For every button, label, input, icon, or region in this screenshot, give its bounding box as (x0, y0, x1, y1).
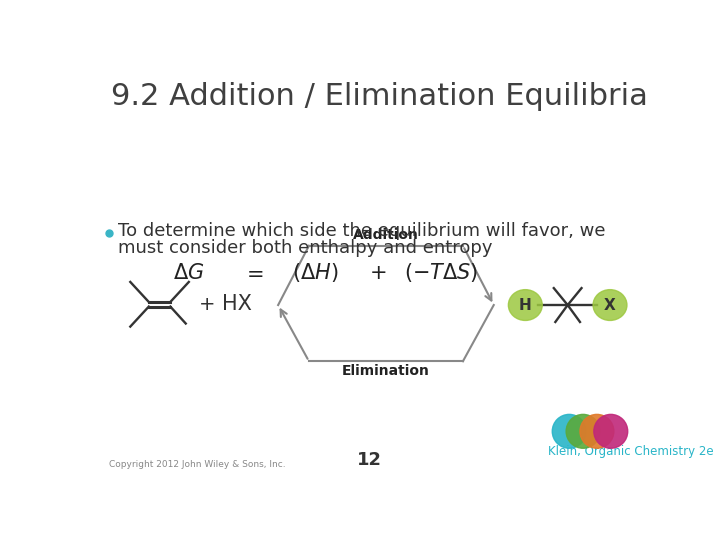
Text: $=$: $=$ (242, 262, 264, 283)
Text: Elimination: Elimination (342, 363, 430, 377)
Ellipse shape (552, 414, 586, 448)
Ellipse shape (508, 289, 542, 320)
Text: $+$: $+$ (369, 262, 387, 283)
Text: X: X (604, 298, 616, 313)
Text: Copyright 2012 John Wiley & Sons, Inc.: Copyright 2012 John Wiley & Sons, Inc. (109, 460, 285, 469)
Text: To determine which side the equilibrium will favor, we: To determine which side the equilibrium … (118, 222, 606, 240)
Text: 9.2 Addition / Elimination Equilibria: 9.2 Addition / Elimination Equilibria (111, 82, 648, 111)
Ellipse shape (566, 414, 600, 448)
Text: $(\Delta H)$: $(\Delta H)$ (292, 261, 338, 284)
Ellipse shape (594, 414, 628, 448)
Text: H: H (519, 298, 531, 313)
Ellipse shape (593, 289, 627, 320)
Text: 12: 12 (356, 451, 382, 469)
Text: Addition: Addition (353, 228, 419, 242)
Ellipse shape (580, 414, 614, 448)
Text: $(-T\Delta S)$: $(-T\Delta S)$ (404, 261, 478, 284)
Text: Klein, Organic Chemistry 2e: Klein, Organic Chemistry 2e (549, 444, 714, 457)
Text: must consider both enthalpy and entropy: must consider both enthalpy and entropy (118, 239, 492, 257)
Text: +: + (199, 295, 215, 314)
Text: HX: HX (222, 294, 251, 314)
Text: $\Delta G$: $\Delta G$ (173, 262, 204, 283)
